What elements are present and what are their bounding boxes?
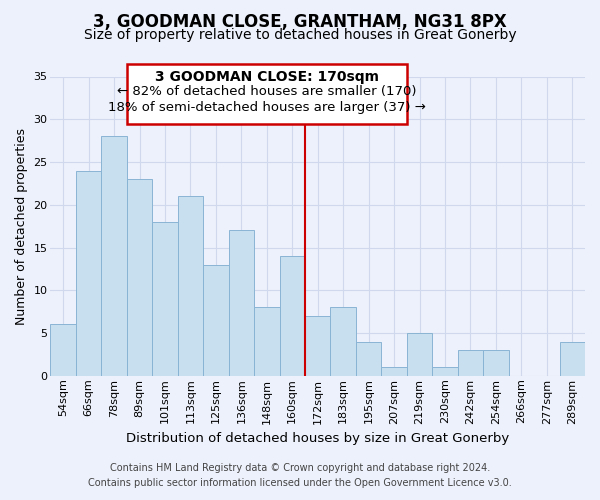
Bar: [331, 308, 356, 376]
Bar: [178, 196, 203, 376]
Text: ← 82% of detached houses are smaller (170): ← 82% of detached houses are smaller (17…: [117, 85, 416, 98]
Bar: [382, 367, 407, 376]
Bar: [101, 136, 127, 376]
Bar: [432, 367, 458, 376]
Bar: [152, 222, 178, 376]
Text: 18% of semi-detached houses are larger (37) →: 18% of semi-detached houses are larger (…: [108, 102, 426, 114]
Text: 3, GOODMAN CLOSE, GRANTHAM, NG31 8PX: 3, GOODMAN CLOSE, GRANTHAM, NG31 8PX: [93, 12, 507, 30]
Bar: [50, 324, 76, 376]
Text: 3 GOODMAN CLOSE: 170sqm: 3 GOODMAN CLOSE: 170sqm: [155, 70, 379, 84]
Bar: [280, 256, 305, 376]
Text: Contains HM Land Registry data © Crown copyright and database right 2024.
Contai: Contains HM Land Registry data © Crown c…: [88, 462, 512, 487]
Bar: [356, 342, 382, 376]
Bar: [76, 170, 101, 376]
Bar: [127, 179, 152, 376]
Bar: [458, 350, 483, 376]
Bar: [407, 333, 432, 376]
FancyBboxPatch shape: [127, 64, 407, 124]
Bar: [305, 316, 331, 376]
Y-axis label: Number of detached properties: Number of detached properties: [15, 128, 28, 324]
Bar: [483, 350, 509, 376]
Bar: [560, 342, 585, 376]
Text: Size of property relative to detached houses in Great Gonerby: Size of property relative to detached ho…: [83, 28, 517, 42]
Bar: [254, 308, 280, 376]
Bar: [203, 264, 229, 376]
Bar: [229, 230, 254, 376]
X-axis label: Distribution of detached houses by size in Great Gonerby: Distribution of detached houses by size …: [126, 432, 509, 445]
